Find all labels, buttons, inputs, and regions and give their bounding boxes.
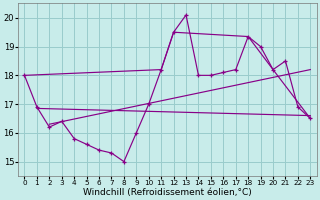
- X-axis label: Windchill (Refroidissement éolien,°C): Windchill (Refroidissement éolien,°C): [83, 188, 252, 197]
